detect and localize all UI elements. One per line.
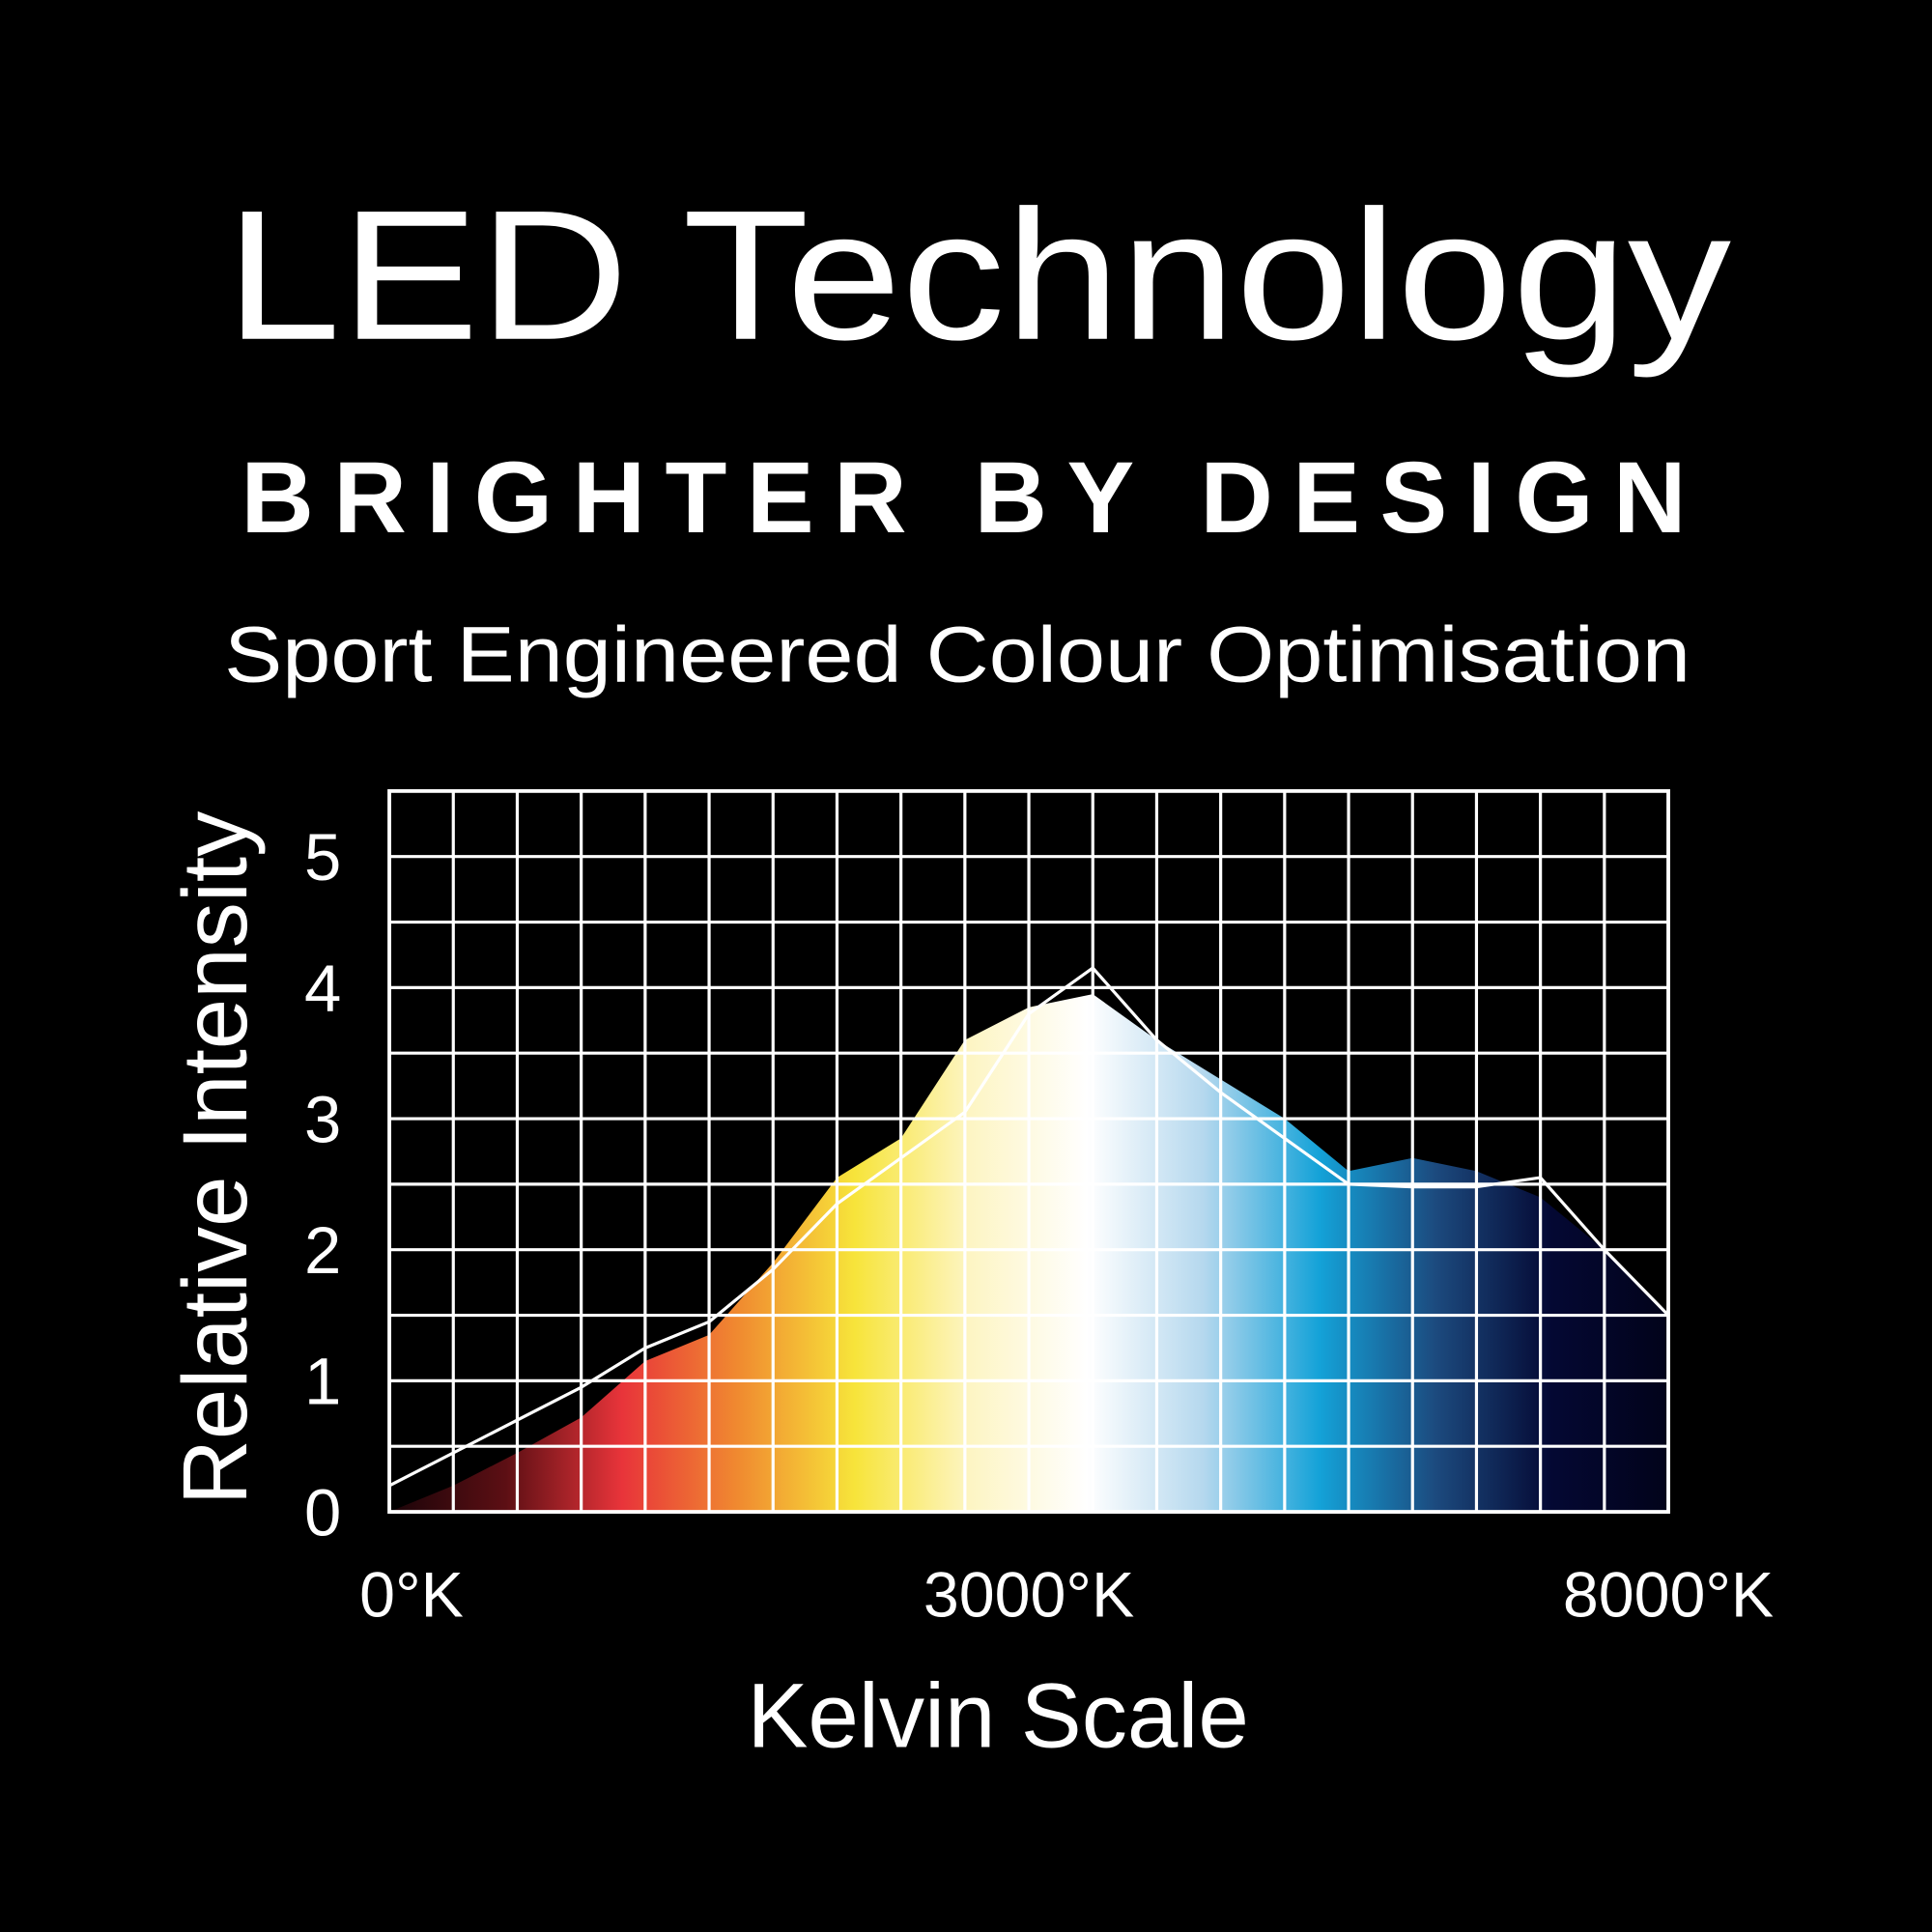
x-tick-label: 3000°K <box>923 1559 1134 1631</box>
tagline: Sport Engineered Colour Optimisation <box>224 611 1690 698</box>
y-axis-label: Relative Intensity <box>165 811 267 1506</box>
x-axis-label: Kelvin Scale <box>747 1666 1248 1768</box>
title: LED Technology <box>225 172 1731 379</box>
x-tick-label: 8000°K <box>1563 1559 1774 1631</box>
intensity-line <box>388 966 1670 1488</box>
y-tick-label: 1 <box>304 1345 341 1419</box>
plot-frame <box>387 788 1670 1514</box>
y-tick-label: 5 <box>304 820 341 895</box>
y-tick-label: 2 <box>304 1213 341 1288</box>
y-tick-label: 0 <box>304 1475 341 1549</box>
y-tick-label: 4 <box>304 952 341 1026</box>
y-tick-label: 3 <box>304 1082 341 1156</box>
x-tick-label: 0°K <box>359 1559 464 1631</box>
